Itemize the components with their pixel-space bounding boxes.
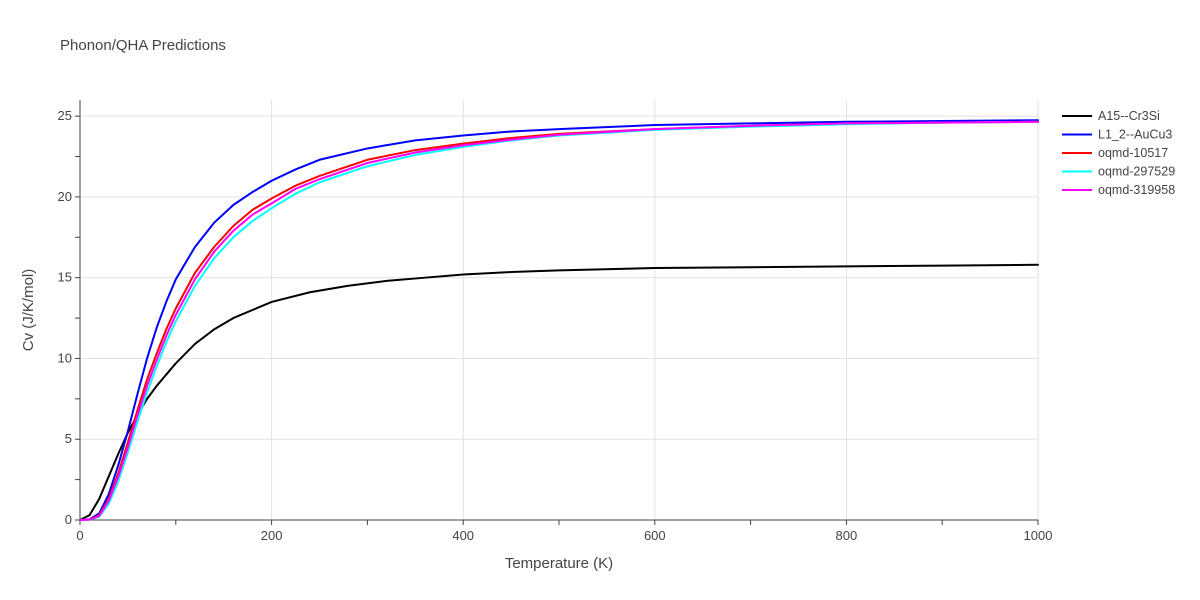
x-axis-title: Temperature (K) xyxy=(505,555,613,572)
legend-item[interactable]: oqmd-319958 xyxy=(1062,183,1175,197)
series-line-oqmd-319958 xyxy=(79,120,1039,521)
x-tick-label: 1000 xyxy=(1024,528,1053,543)
tick-labels: 0 200 400 600 800 1000 0 5 10 15 20 25 xyxy=(58,108,1053,543)
series-line-oqmd-297529 xyxy=(79,120,1039,521)
grid xyxy=(80,100,1039,520)
x-tick-label: 800 xyxy=(836,528,858,543)
legend-label: L1_2--AuCu3 xyxy=(1098,128,1172,142)
y-tick-label: 15 xyxy=(58,270,72,285)
x-tick-label: 200 xyxy=(261,528,283,543)
legend-label: A15--Cr3Si xyxy=(1098,109,1160,123)
series-line-oqmd-10517 xyxy=(79,120,1039,521)
plot-area xyxy=(79,119,1039,521)
axes xyxy=(75,100,1039,525)
x-tick-label: 600 xyxy=(644,528,666,543)
series-line-l1-2-aucu3 xyxy=(79,119,1039,521)
x-tick-label: 0 xyxy=(76,528,83,543)
legend-item[interactable]: oqmd-10517 xyxy=(1062,146,1168,160)
legend-item[interactable]: oqmd-297529 xyxy=(1062,165,1175,179)
chart-title: Phonon/QHA Predictions xyxy=(60,37,226,54)
legend-item[interactable]: L1_2--AuCu3 xyxy=(1062,128,1172,142)
y-tick-label: 25 xyxy=(58,108,72,123)
y-tick-label: 0 xyxy=(65,512,72,527)
y-tick-label: 20 xyxy=(58,189,72,204)
x-tick-label: 400 xyxy=(452,528,474,543)
legend-label: oqmd-297529 xyxy=(1098,165,1175,179)
y-tick-label: 10 xyxy=(58,350,72,365)
legend-item[interactable]: A15--Cr3Si xyxy=(1062,109,1160,123)
y-tick-label: 5 xyxy=(65,431,72,446)
y-axis-title: Cv (J/K/mol) xyxy=(20,269,37,352)
legend[interactable]: A15--Cr3Si L1_2--AuCu3 oqmd-10517 oqmd-2975… xyxy=(1062,109,1175,197)
series-line-a15-cr3si xyxy=(79,263,1039,521)
legend-label: oqmd-10517 xyxy=(1098,146,1168,160)
legend-label: oqmd-319958 xyxy=(1098,183,1175,197)
